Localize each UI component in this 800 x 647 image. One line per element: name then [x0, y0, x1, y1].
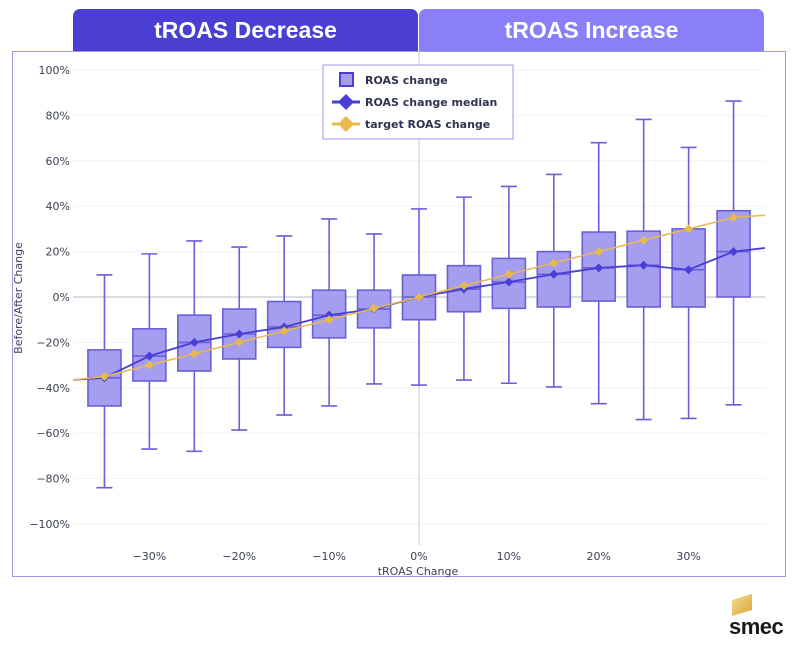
- series-lines: [72, 213, 766, 383]
- y-tick-label: −80%: [36, 473, 70, 486]
- x-tick-label: −10%: [312, 550, 346, 563]
- chart-frame: [12, 51, 786, 577]
- y-tick-label: 20%: [46, 246, 70, 259]
- target-point: [369, 303, 379, 313]
- tab-troas-decrease[interactable]: tROAS Decrease: [73, 9, 418, 51]
- legend-target-diamond-icon: [338, 116, 354, 132]
- median-point: [504, 277, 514, 287]
- median-point: [234, 329, 244, 339]
- legend-roas-change-icon: [339, 72, 354, 87]
- y-tick-label: 80%: [46, 109, 70, 122]
- x-tick-label: 20%: [587, 550, 611, 563]
- target-point: [279, 326, 289, 336]
- median-point: [324, 310, 334, 320]
- target-point: [504, 269, 514, 279]
- y-axis-title: Before/After Change: [12, 242, 25, 354]
- median-point: [549, 269, 559, 279]
- x-tick-label: 0%: [410, 550, 427, 563]
- x-tick-label: 10%: [497, 550, 521, 563]
- legend-label-roas-change-median: ROAS change median: [365, 96, 497, 109]
- y-tick-label: −40%: [36, 382, 70, 395]
- target-point: [639, 235, 649, 245]
- target-point: [324, 315, 334, 325]
- brand-name: smec: [729, 614, 784, 639]
- y-tick-label: −100%: [29, 518, 70, 531]
- smec-logo-icon: [732, 594, 752, 616]
- legend-label-roas-change: ROAS change: [365, 74, 448, 87]
- legend-label-target-roas-change: target ROAS change: [365, 118, 490, 131]
- target-point: [549, 258, 559, 268]
- tab-troas-increase[interactable]: tROAS Increase: [419, 9, 764, 51]
- target-point: [459, 281, 469, 291]
- x-axis-title: tROAS Change: [378, 565, 459, 578]
- y-tick-label: −20%: [36, 336, 70, 349]
- target-point: [234, 337, 244, 347]
- target-point: [684, 224, 694, 234]
- legend: ROAS change ROAS change median target RO…: [322, 64, 514, 140]
- box-group: [581, 141, 617, 405]
- median-point: [729, 247, 739, 257]
- y-tick-label: 40%: [46, 200, 70, 213]
- y-tick-label: −60%: [36, 427, 70, 440]
- x-axis-ticks: −30% −20% −10% 0% 10% 20% 30%: [133, 550, 701, 563]
- median-point: [684, 265, 694, 275]
- y-axis-ticks: 100% 80% 60% 40% 20% 0% −20% −40% −60% −80% −100%: [29, 64, 70, 531]
- target-point: [414, 292, 424, 302]
- y-tick-label: 0%: [53, 291, 70, 304]
- median-point: [594, 263, 604, 273]
- y-tick-label: 60%: [46, 155, 70, 168]
- x-tick-label: −30%: [133, 550, 167, 563]
- target-point: [144, 360, 154, 370]
- box-group: [132, 253, 167, 450]
- median-point: [189, 337, 199, 347]
- target-point: [729, 213, 739, 223]
- target-point: [99, 371, 109, 381]
- legend-median-diamond-icon: [338, 94, 354, 110]
- target-point: [594, 247, 604, 257]
- x-tick-label: −20%: [222, 550, 256, 563]
- target-point: [189, 349, 199, 359]
- median-point: [639, 260, 649, 270]
- box-group: [671, 146, 706, 420]
- y-tick-label: 100%: [39, 64, 70, 77]
- median-point: [144, 351, 154, 361]
- x-tick-label: 30%: [676, 550, 700, 563]
